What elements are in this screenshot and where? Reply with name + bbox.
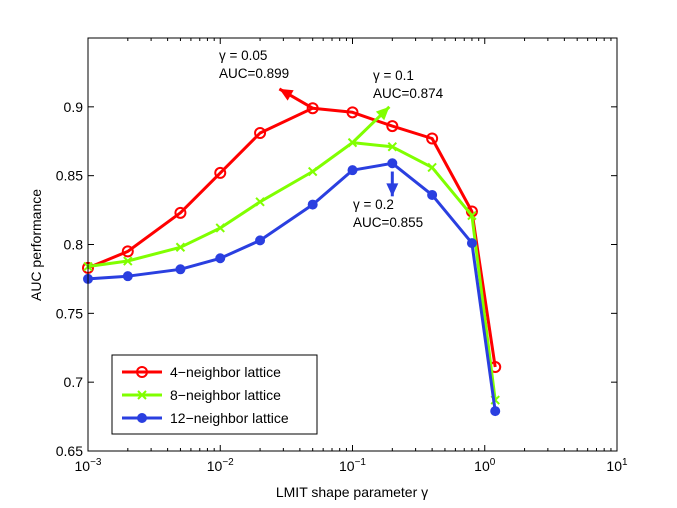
data-point xyxy=(175,264,186,275)
data-point xyxy=(137,390,147,400)
legend-label: 4−neighbor lattice xyxy=(170,364,281,380)
data-point xyxy=(175,242,186,252)
series-line xyxy=(87,106,497,368)
y-tick-label: 0.65 xyxy=(56,443,83,459)
annotation-arrowhead xyxy=(375,106,390,121)
data-point xyxy=(215,223,225,233)
y-tick-label: 0.9 xyxy=(64,99,84,115)
data-point xyxy=(427,189,438,200)
data-point xyxy=(387,142,398,152)
annotation-label: γ = 0.1 xyxy=(373,68,414,83)
legend-label: 8−neighbor lattice xyxy=(170,387,281,403)
data-point xyxy=(255,197,265,207)
x-tick-label: 10−2 xyxy=(207,457,234,474)
data-point xyxy=(427,162,437,173)
data-point xyxy=(387,158,398,169)
data-point xyxy=(123,256,133,266)
y-tick-label: 0.75 xyxy=(56,305,83,321)
y-tick-label: 0.8 xyxy=(64,237,84,253)
y-axis-label: AUC performance xyxy=(28,189,44,301)
annotation-arrowhead xyxy=(279,88,294,101)
data-point xyxy=(346,106,359,119)
data-point xyxy=(347,165,358,176)
data-point xyxy=(137,413,147,423)
data-point xyxy=(121,245,134,258)
data-point xyxy=(214,166,227,179)
data-point xyxy=(136,366,148,378)
data-point xyxy=(467,210,477,221)
annotation-arrowhead xyxy=(386,183,399,197)
x-tick-label: 101 xyxy=(606,457,628,474)
data-point xyxy=(215,253,226,264)
annotation-label: γ = 0.2 xyxy=(353,197,394,212)
data-point xyxy=(255,235,266,246)
data-point xyxy=(306,102,319,115)
data-point xyxy=(174,206,187,219)
y-tick-label: 0.7 xyxy=(64,374,84,390)
data-point xyxy=(490,406,501,417)
x-tick-label: 10−1 xyxy=(339,457,366,474)
data-point xyxy=(307,166,318,177)
x-tick-label: 100 xyxy=(474,457,496,474)
annotation-label: AUC=0.899 xyxy=(219,66,289,81)
annotation-label: γ = 0.05 xyxy=(219,48,267,63)
data-point xyxy=(466,238,477,249)
x-tick-label: 10−3 xyxy=(75,457,102,474)
data-point xyxy=(386,120,399,133)
plot-frame xyxy=(87,37,618,452)
annotation-label: AUC=0.874 xyxy=(373,86,444,101)
x-axis-label: LMIT shape parameter γ xyxy=(276,484,428,500)
data-point xyxy=(307,199,318,210)
legend-label: 12−neighbor lattice xyxy=(170,410,289,426)
data-point xyxy=(122,271,133,282)
data-point xyxy=(254,126,267,139)
y-tick-label: 0.85 xyxy=(56,168,83,184)
annotation-label: AUC=0.855 xyxy=(353,215,423,230)
data-point xyxy=(426,132,439,145)
